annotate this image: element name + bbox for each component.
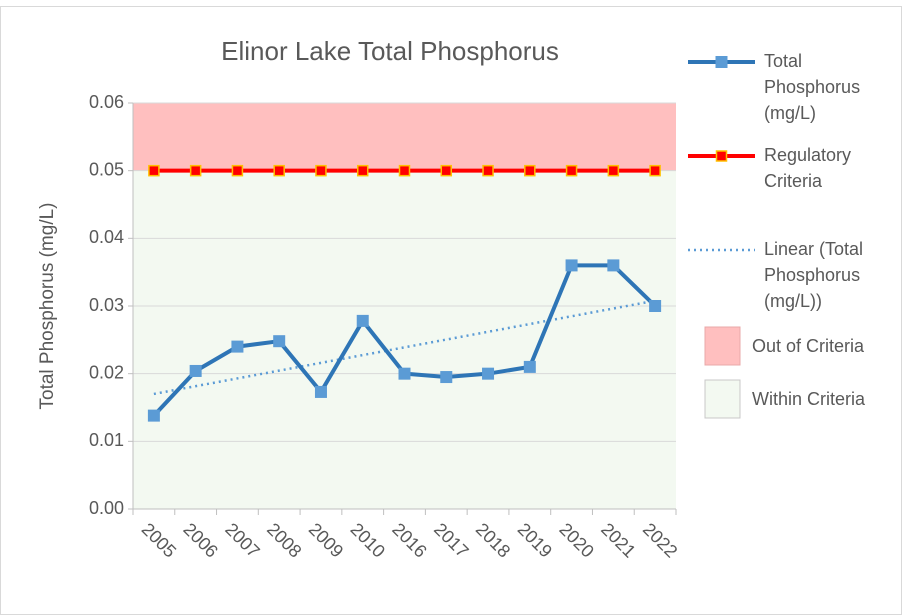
marker — [148, 164, 160, 177]
marker — [189, 164, 202, 177]
marker — [398, 367, 411, 380]
marker — [649, 164, 661, 177]
y-tick-label: 0.02 — [89, 362, 124, 382]
criteria-band — [133, 103, 676, 171]
marker — [356, 164, 369, 177]
marker — [398, 164, 411, 177]
marker — [189, 364, 202, 377]
marker — [231, 164, 244, 177]
y-tick-label: 0.00 — [89, 498, 124, 518]
legend-label: Regulatory Criteria — [764, 145, 852, 191]
x-tick-label: 2005 — [138, 519, 180, 561]
legend-swatch — [715, 56, 728, 68]
marker — [482, 367, 495, 380]
x-tick-label: 2018 — [472, 519, 514, 561]
marker — [440, 371, 453, 384]
criteria-band — [133, 170, 676, 509]
legend-label: Total Phosphorus (mg/L) — [764, 51, 861, 123]
chart-title: Elinor Lake Total Phosphorus — [221, 36, 559, 66]
y-tick-label: 0.04 — [89, 227, 124, 247]
x-tick-label: 2009 — [305, 519, 347, 561]
marker — [524, 164, 536, 177]
marker — [273, 164, 285, 177]
y-tick-label: 0.01 — [89, 430, 124, 450]
marker — [273, 335, 286, 348]
marker — [315, 164, 327, 177]
marker — [482, 164, 494, 177]
marker — [231, 340, 244, 353]
marker — [565, 259, 578, 272]
marker — [565, 164, 578, 177]
marker — [607, 164, 620, 177]
marker — [356, 314, 369, 327]
x-tick-label: 2007 — [221, 519, 263, 561]
trendline — [153, 299, 656, 396]
y-tick-label: 0.03 — [89, 295, 124, 315]
legend-label: Out of Criteria — [752, 336, 865, 356]
y-tick-label: 0.05 — [89, 159, 124, 179]
x-tick-label: 2020 — [555, 519, 597, 561]
x-tick-label: 2008 — [263, 519, 305, 561]
marker — [440, 164, 453, 177]
y-axis-label: Total Phosphorus (mg/L) — [37, 203, 58, 410]
x-tick-label: 2016 — [388, 519, 430, 561]
x-tick-label: 2006 — [179, 519, 221, 561]
x-tick-label: 2021 — [597, 519, 639, 561]
marker — [523, 360, 536, 373]
legend-swatch — [704, 379, 741, 419]
x-tick-label: 2010 — [347, 519, 389, 561]
legend-label: Linear (Total Phosphorus (mg/L)) — [764, 239, 864, 311]
legend-label: Within Criteria — [752, 389, 866, 409]
legend-swatch — [715, 150, 728, 162]
chart-border — [0, 6, 902, 615]
y-tick-label: 0.06 — [89, 92, 124, 112]
x-tick-label: 2017 — [430, 519, 472, 561]
marker — [314, 385, 327, 398]
marker — [147, 409, 160, 422]
x-tick-label: 2019 — [514, 519, 556, 561]
marker — [607, 259, 620, 272]
legend-swatch — [704, 326, 741, 366]
x-tick-label: 2022 — [639, 519, 681, 561]
marker — [649, 300, 662, 312]
